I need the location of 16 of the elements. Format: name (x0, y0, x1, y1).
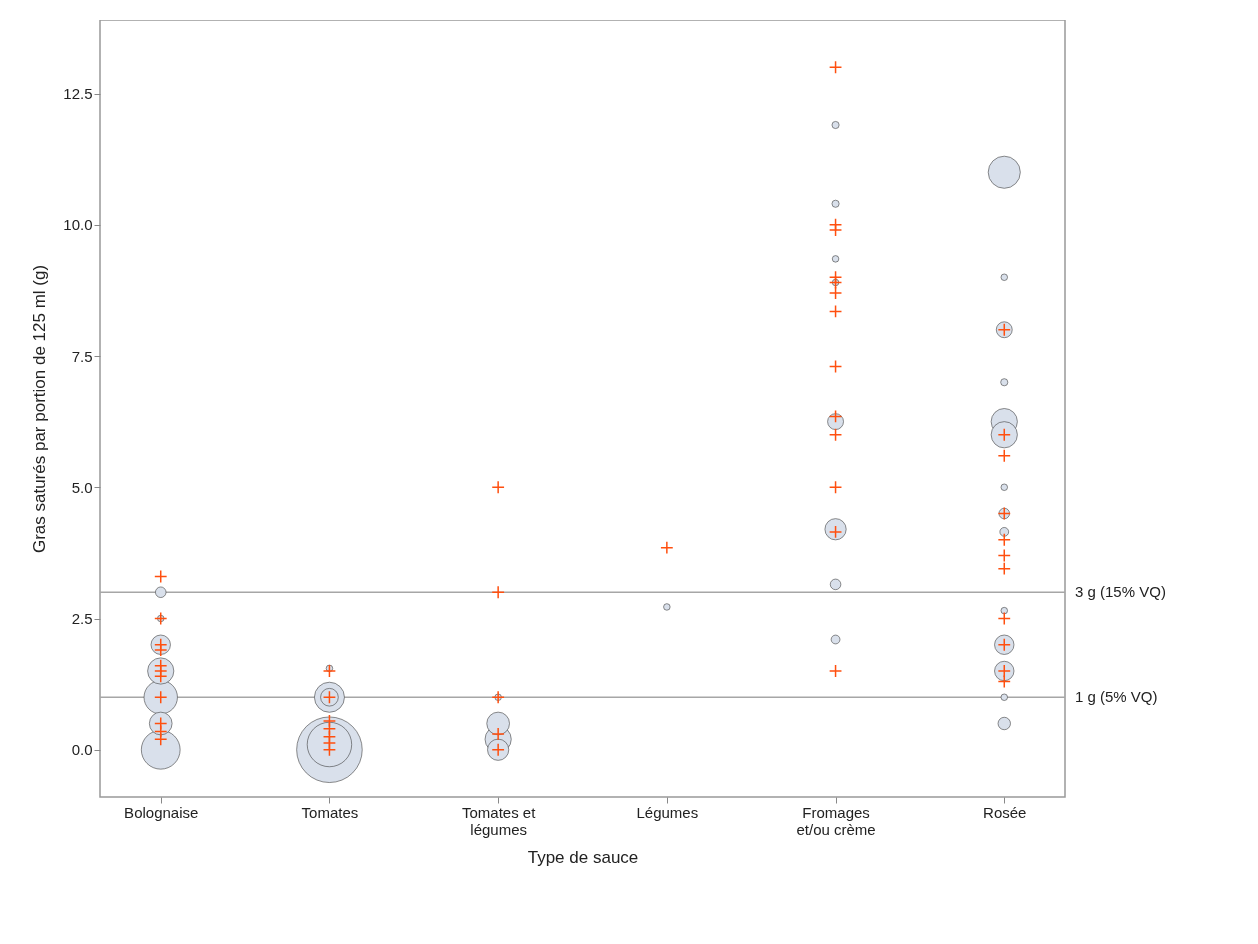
y-tick-label: 2.5 (71, 610, 93, 627)
x-tick-label: Fromages et/ou crème (796, 803, 876, 838)
ref-line-label: 3 g (15% VQ) (1075, 583, 1166, 601)
x-tick-label: Rosée (983, 803, 1027, 821)
x-tick-label: Bolognaise (124, 803, 199, 821)
x-axis-title: Type de sauce (527, 847, 639, 867)
y-tick-label: 12.5 (63, 85, 93, 102)
y-tick-label: 5.0 (71, 478, 93, 496)
ref-line-label: 1 g (5% VQ) (1075, 688, 1158, 706)
x-tick-label: Tomates (301, 803, 359, 821)
y-tick-label: 10.0 (63, 216, 93, 234)
x-tick-label: Tomates et légumes (461, 803, 537, 838)
x-tick-label: Légumes (636, 803, 699, 821)
y-tick-label: 7.5 (71, 347, 93, 365)
y-axis-title: Gras saturés par portion de 125 ml (g) (30, 264, 50, 554)
y-tick-label: 0.0 (71, 741, 93, 759)
